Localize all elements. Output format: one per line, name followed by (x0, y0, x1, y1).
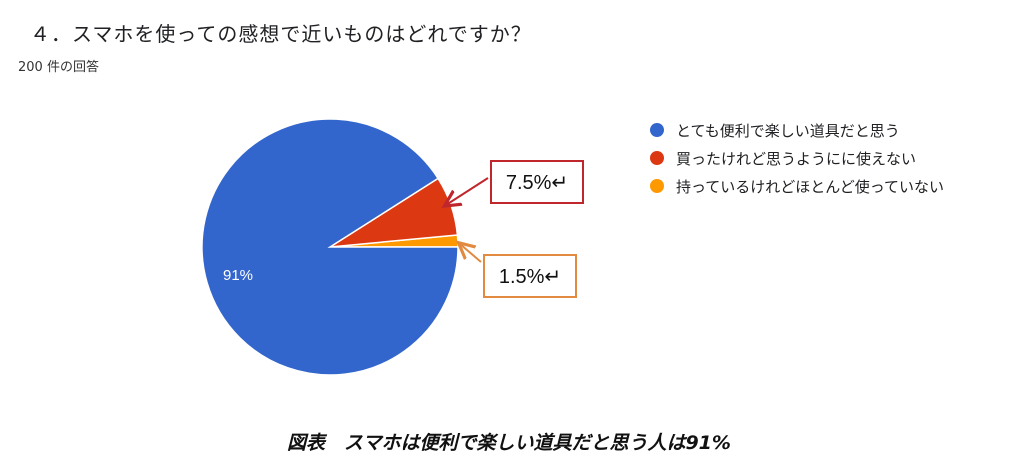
legend-item: 持っているけれどほとんど使っていない (650, 172, 944, 200)
callouts: 7.5%↵ 1.5%↵ (446, 160, 584, 298)
figure-caption: 図表 スマホは便利で楽しい道具だと思う人は91% (287, 432, 731, 454)
callout-arrow (460, 244, 482, 263)
callout-box (490, 160, 584, 204)
legend-label: 買ったけれど思うようにに使えない (676, 149, 917, 168)
legend-item: とても便利で楽しい道具だと思う (650, 116, 944, 144)
legend: とても便利で楽しい道具だと思う 買ったけれど思うようにに使えない 持っているけれ… (650, 116, 944, 200)
slice-label-91: 91% (223, 267, 253, 284)
pie-slice (201, 118, 459, 376)
legend-dot (650, 179, 664, 193)
callout-value: 7.5%↵ (506, 172, 568, 194)
callout-arrow (446, 177, 489, 205)
legend-dot (650, 123, 664, 137)
legend-label: 持っているけれどほとんど使っていない (676, 177, 945, 196)
chart-title: ４．スマホを使っての感想で近いものはどれですか？ (30, 22, 532, 46)
response-count: 200 件の回答 (18, 60, 99, 75)
pie-slices (201, 118, 459, 376)
callout-box (483, 254, 577, 298)
legend-label: とても便利で楽しい道具だと思う (676, 121, 900, 140)
legend-dot (650, 151, 664, 165)
callout-value: 1.5%↵ (499, 266, 561, 288)
legend-item: 買ったけれど思うようにに使えない (650, 144, 944, 172)
